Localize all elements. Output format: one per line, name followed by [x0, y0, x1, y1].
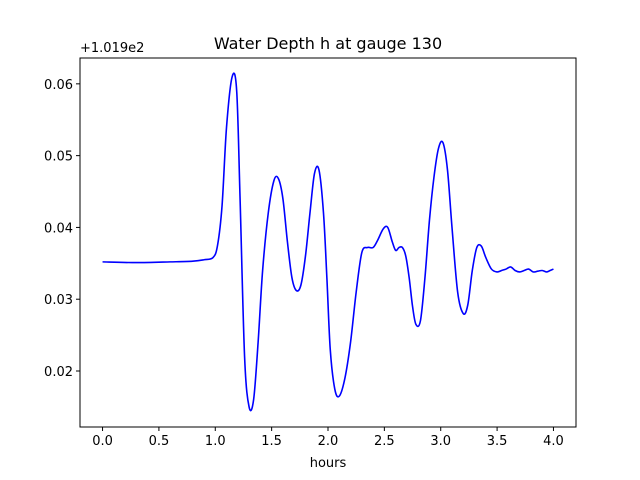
y-tick-label: 0.05 [44, 150, 73, 165]
x-tick-label: 1.5 [261, 434, 282, 449]
y-offset-text: +1.019e2 [80, 41, 144, 56]
x-tick-label: 0.5 [149, 434, 170, 449]
x-tick-label: 2.5 [374, 434, 395, 449]
x-axis-ticks: 0.0 0.5 1.0 1.5 2.0 2.5 3.0 3.5 4.0 [92, 427, 564, 449]
y-tick-label: 0.02 [44, 365, 73, 380]
axes-frame [79, 57, 577, 428]
y-tick-label: 0.03 [44, 293, 73, 308]
x-axis-label: hours [310, 456, 347, 471]
series-line-0 [102, 72, 554, 412]
plot-area: 0.0 0.5 1.0 1.5 2.0 2.5 3.0 3.5 4.0 0.02 0.03 0.04… [44, 57, 577, 449]
x-tick-label: 1.0 [205, 434, 226, 449]
x-tick-label: 3.5 [487, 434, 508, 449]
x-tick-label: 0.0 [92, 434, 113, 449]
y-tick-label: 0.06 [44, 78, 73, 93]
y-tick-label: 0.04 [44, 221, 73, 236]
x-tick-label: 3.0 [430, 434, 451, 449]
series-layer [102, 72, 554, 412]
x-tick-label: 4.0 [543, 434, 564, 449]
y-axis-ticks: 0.02 0.03 0.04 0.05 0.06 [44, 78, 80, 380]
chart-title: Water Depth h at gauge 130 [214, 34, 442, 53]
x-tick-label: 2.0 [318, 434, 339, 449]
